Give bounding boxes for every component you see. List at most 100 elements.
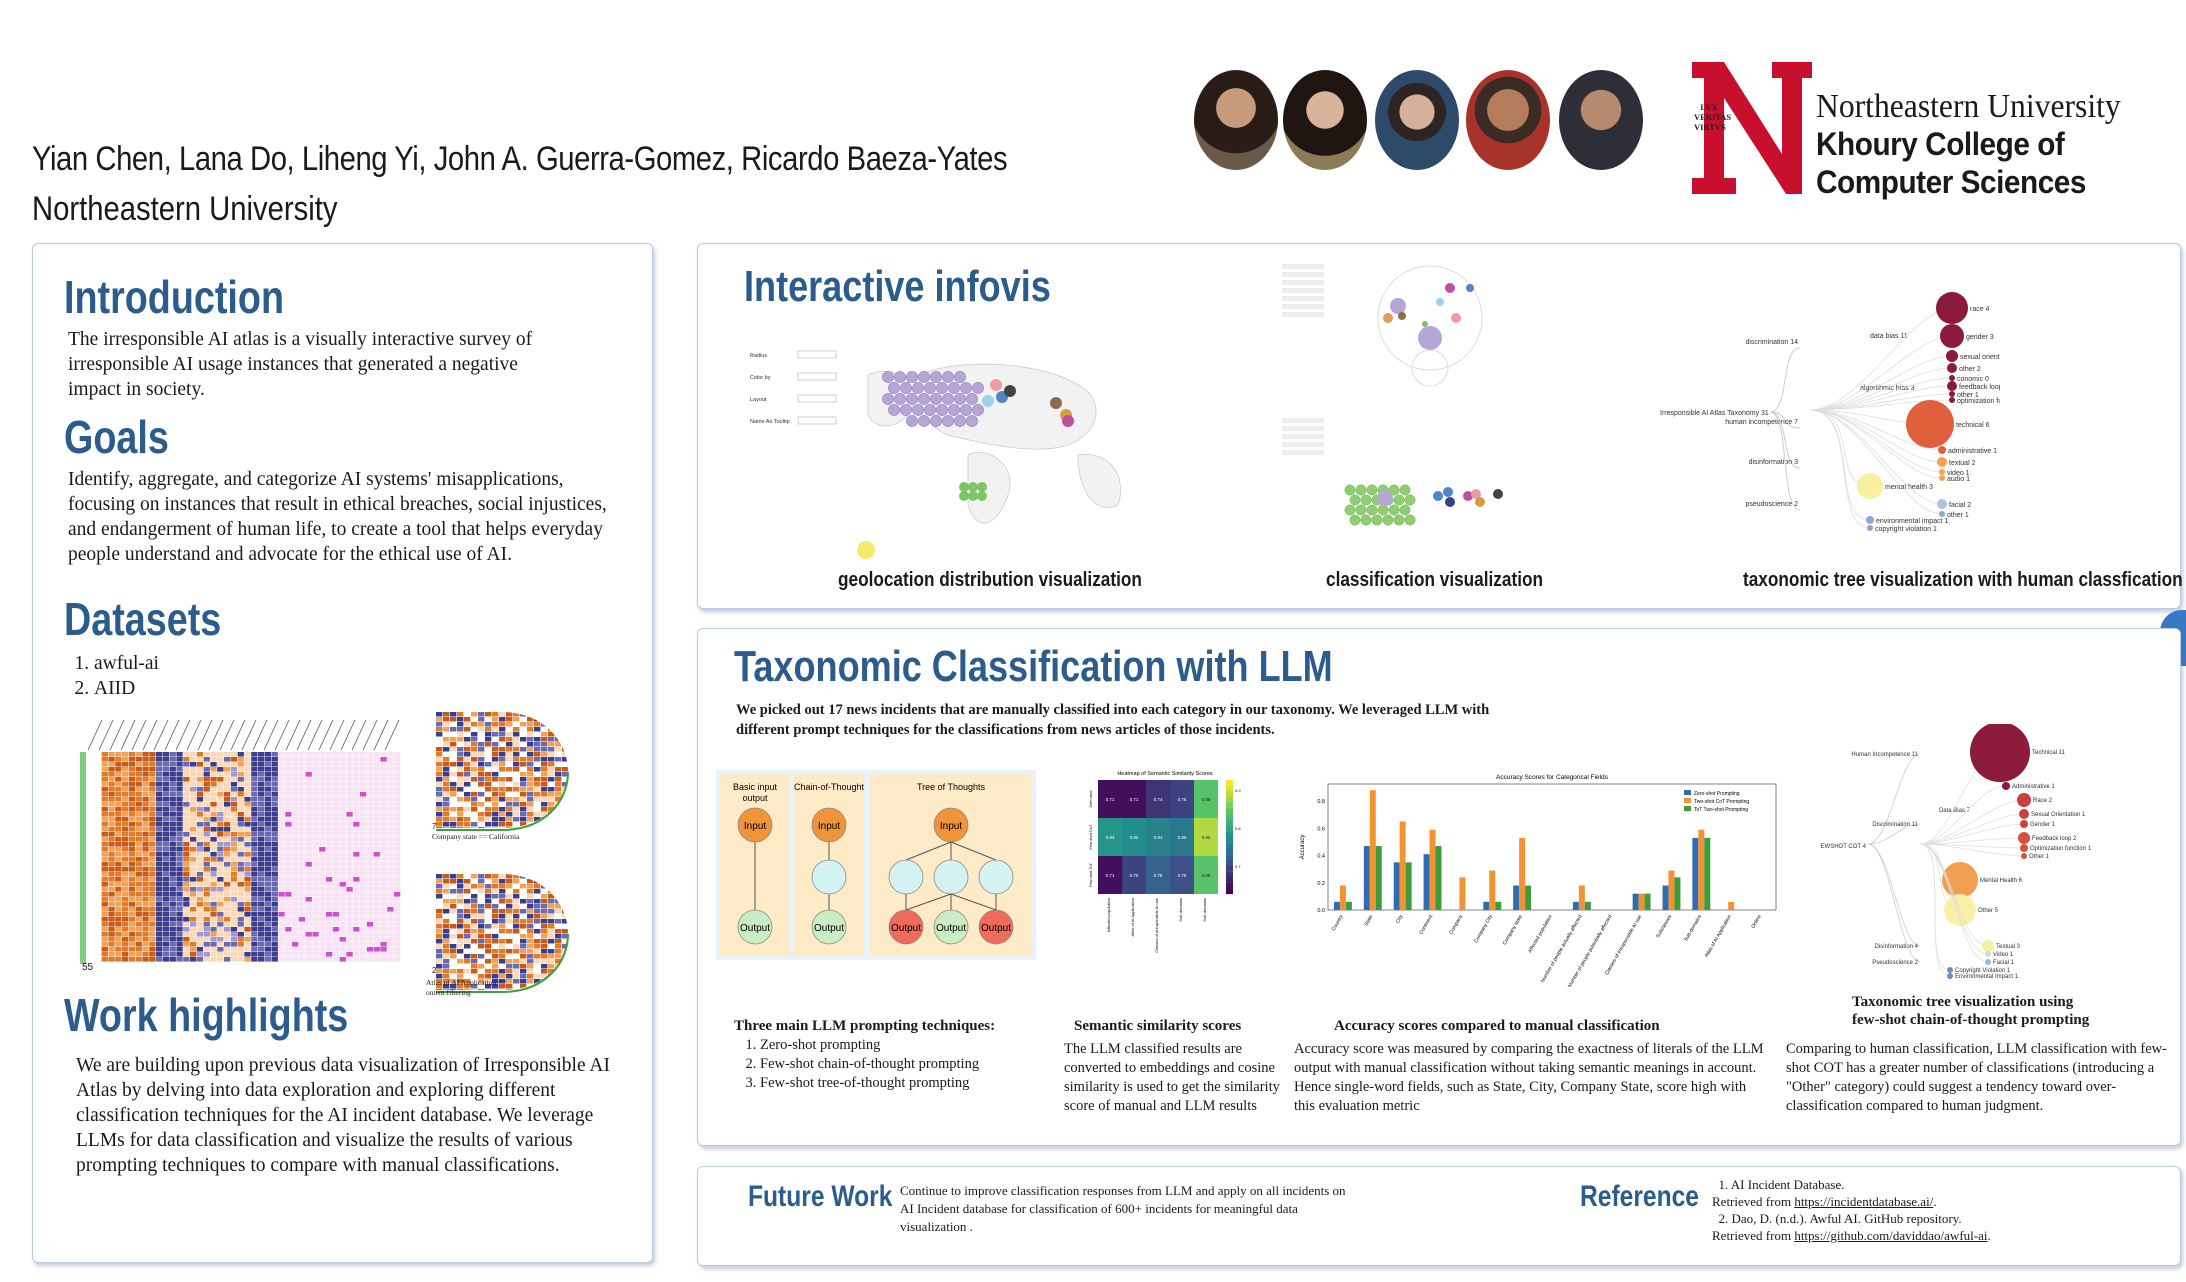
matrix-cell bbox=[88, 802, 95, 807]
llm-tree-label: Facial 1 bbox=[1993, 960, 2015, 966]
tree-link bbox=[1809, 335, 1953, 411]
filter-cell bbox=[457, 914, 464, 919]
matrix-cell bbox=[292, 762, 299, 767]
matrix-cell bbox=[230, 917, 238, 922]
filter-cell bbox=[471, 727, 478, 732]
matrix-cell bbox=[244, 827, 251, 832]
matrix-cell bbox=[373, 772, 380, 777]
matrix-cell bbox=[278, 862, 285, 867]
filter-cell bbox=[471, 807, 478, 812]
matrix-cell bbox=[346, 887, 353, 892]
matrix-cell bbox=[176, 897, 183, 902]
matrix-cell bbox=[203, 947, 210, 952]
matrix-cell bbox=[122, 932, 129, 937]
filter-cell bbox=[527, 939, 534, 944]
matrix-cell bbox=[373, 932, 380, 937]
matrix-cell bbox=[346, 902, 353, 907]
matrix-cell bbox=[128, 847, 136, 852]
matrix-cell bbox=[115, 942, 122, 947]
matrix-cell bbox=[346, 927, 353, 932]
matrix-cell bbox=[169, 792, 176, 797]
matrix-cell bbox=[122, 847, 129, 852]
matrix-cell bbox=[237, 842, 244, 847]
matrix-cell bbox=[332, 917, 340, 922]
matrix-cell bbox=[332, 942, 340, 947]
heatmap-ylabel: Few-shot ToT bbox=[1088, 862, 1093, 887]
filter-cell bbox=[492, 984, 499, 989]
matrix-cell bbox=[162, 847, 170, 852]
matrix-cell bbox=[305, 757, 312, 762]
matrix-cell bbox=[217, 947, 224, 952]
filter-cell bbox=[541, 934, 548, 939]
filter-cell bbox=[534, 949, 541, 954]
matrix-cell bbox=[332, 777, 340, 782]
matrix-cell bbox=[387, 852, 394, 857]
matrix-cell bbox=[264, 957, 272, 962]
matrix-cell bbox=[346, 892, 353, 897]
matrix-cell bbox=[183, 777, 190, 782]
matrix-cell bbox=[162, 947, 170, 952]
matrix-cell bbox=[156, 922, 163, 927]
heatmap-ylabel: Few-shot CoT bbox=[1088, 824, 1093, 850]
matrix-cell bbox=[373, 887, 380, 892]
filter-cell bbox=[499, 717, 506, 722]
author-photo-2 bbox=[1283, 70, 1367, 170]
bar-chart-ylabel: Accuracy bbox=[1300, 835, 1306, 860]
matrix-cell bbox=[217, 772, 224, 777]
matrix-cell bbox=[326, 842, 333, 847]
filter-cell bbox=[569, 817, 572, 822]
map-incident-dot bbox=[918, 371, 930, 383]
ref-link[interactable]: https://github.com/daviddao/awful-ai bbox=[1794, 1228, 1988, 1243]
filter-cell bbox=[520, 894, 527, 899]
matrix-cell bbox=[326, 957, 333, 962]
matrix-cell bbox=[230, 772, 238, 777]
heatmap-colorbar-step bbox=[1226, 831, 1233, 838]
matrix-cell bbox=[149, 752, 156, 757]
matrix-cell bbox=[230, 792, 238, 797]
matrix-cell bbox=[196, 847, 204, 852]
matrix-cell bbox=[353, 777, 360, 782]
filter-cell bbox=[534, 944, 541, 949]
filter-cell bbox=[555, 914, 562, 919]
heatmap-cell bbox=[1098, 818, 1122, 856]
matrix-cell bbox=[339, 887, 346, 892]
matrix-cell bbox=[176, 892, 183, 897]
matrix-cell bbox=[264, 877, 272, 882]
filter-green-arc bbox=[436, 771, 569, 831]
matrix-cell bbox=[230, 782, 238, 787]
matrix-cell bbox=[203, 942, 210, 947]
map-incident-dot bbox=[948, 382, 960, 394]
matrix-cell bbox=[156, 927, 163, 932]
filter-cell bbox=[450, 732, 457, 737]
matrix-cell bbox=[115, 852, 122, 857]
matrix-cell bbox=[88, 867, 95, 872]
matrix-cell bbox=[380, 882, 387, 887]
matrix-cell bbox=[366, 767, 374, 772]
matrix-cell bbox=[285, 767, 292, 772]
filter-cell bbox=[436, 737, 443, 742]
map-incident-dot bbox=[888, 382, 900, 394]
heatmap-xlabel: Atlas of AI Application bbox=[1130, 898, 1135, 936]
ref-link[interactable]: https://incidentdatabase.ai/ bbox=[1794, 1194, 1934, 1209]
matrix-cell bbox=[169, 757, 176, 762]
filter-cell bbox=[562, 807, 568, 812]
matrix-cell bbox=[101, 827, 108, 832]
filter-cell bbox=[478, 909, 485, 914]
matrix-cell bbox=[169, 762, 176, 767]
filter-cell bbox=[450, 989, 457, 990]
matrix-cell bbox=[176, 772, 183, 777]
matrix-cell bbox=[108, 937, 115, 942]
filter-cell bbox=[534, 974, 541, 979]
matrix-cell bbox=[353, 837, 360, 842]
filter-cell bbox=[457, 894, 464, 899]
matrix-cell bbox=[176, 882, 183, 887]
filter-cell bbox=[513, 812, 520, 817]
matrix-cell bbox=[135, 787, 142, 792]
matrix-cell bbox=[387, 807, 394, 812]
filter-cell bbox=[471, 802, 478, 807]
matrix-cell bbox=[298, 947, 306, 952]
prompt-node-label: Output bbox=[814, 923, 844, 934]
matrix-cell bbox=[394, 792, 401, 797]
filter-cell bbox=[562, 969, 568, 974]
class-bubble bbox=[1493, 489, 1503, 499]
